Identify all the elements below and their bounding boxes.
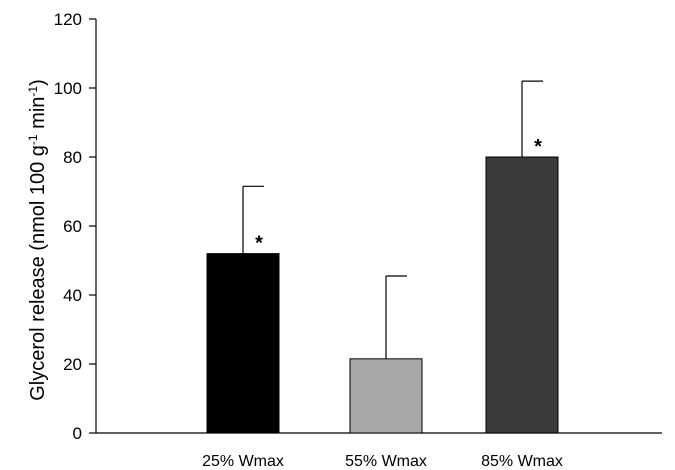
error-bars: [242, 80, 543, 359]
y-axis-ticks: 0 20 40 60 80 100 120: [54, 10, 96, 443]
y-tick-label: 60: [63, 217, 82, 236]
bars: [206, 156, 559, 434]
bar: [485, 156, 559, 434]
significance-star: *: [255, 233, 263, 255]
y-tick-label: 40: [63, 286, 82, 305]
bar: [206, 253, 280, 434]
x-category-label: 55% Wmax: [345, 453, 427, 470]
y-axis-label: Glycerol release (nmol 100 g-1 min-1): [26, 79, 49, 401]
x-category-label: 85% Wmax: [481, 453, 563, 470]
y-tick-label: 100: [54, 79, 82, 98]
y-tick-label: 0: [73, 424, 82, 443]
y-tick-label: 120: [54, 10, 82, 29]
x-category-label: 25% Wmax: [202, 453, 284, 470]
x-axis-labels: 25% Wmax 55% Wmax 85% Wmax: [202, 453, 563, 470]
significance-star: *: [534, 136, 542, 158]
y-tick-label: 80: [63, 148, 82, 167]
y-tick-label: 20: [63, 355, 82, 374]
significance-markers: **: [255, 136, 542, 255]
bar: [349, 358, 423, 434]
